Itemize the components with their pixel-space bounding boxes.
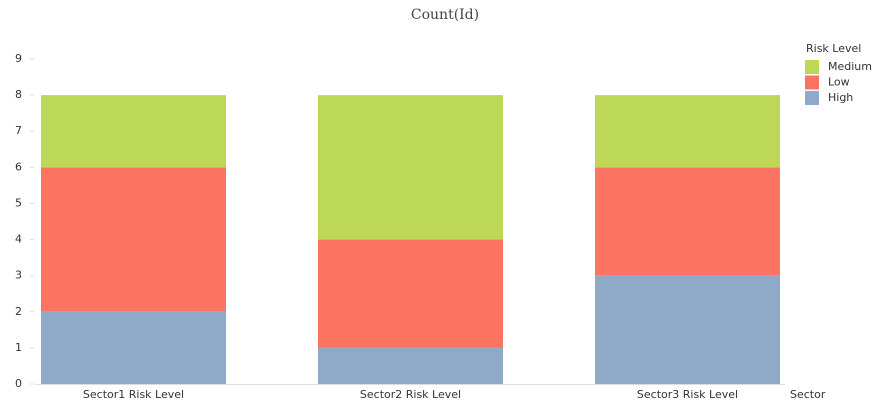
legend-swatch: [805, 91, 819, 105]
bar-segment: [595, 167, 780, 276]
bar-segment: [41, 95, 226, 168]
y-tick-label: 3: [15, 269, 22, 282]
y-tick-label: 7: [15, 124, 22, 137]
y-tick-label: 0: [15, 377, 22, 390]
x-tick-label: Sector1 Risk Level: [83, 388, 184, 401]
y-tick-label: 8: [15, 88, 22, 101]
bar-segment: [41, 311, 226, 384]
x-axis-label: Sector: [790, 388, 826, 401]
legend-title: Risk Level: [806, 42, 861, 55]
x-tick-label: Sector3 Risk Level: [637, 388, 738, 401]
y-tick-label: 2: [15, 305, 22, 318]
bar-segment: [318, 239, 503, 348]
x-tick-label: Sector2 Risk Level: [360, 388, 461, 401]
legend-swatch: [805, 60, 819, 74]
chart-title: Count(Id): [411, 7, 479, 23]
legend-label: Medium: [828, 60, 872, 73]
bar-segment: [318, 95, 503, 240]
bar-segment: [595, 275, 780, 384]
bar-segment: [318, 347, 503, 384]
y-tick-label: 9: [15, 52, 22, 65]
y-tick-label: 4: [15, 233, 22, 246]
legend-swatch: [805, 75, 819, 90]
legend-label: High: [828, 91, 853, 104]
bar-segment: [41, 167, 226, 312]
bar-segment: [595, 95, 780, 168]
y-tick-label: 1: [15, 341, 22, 354]
legend-label: Low: [828, 76, 850, 89]
y-tick-label: 6: [15, 160, 22, 173]
y-tick-label: 5: [15, 196, 22, 209]
